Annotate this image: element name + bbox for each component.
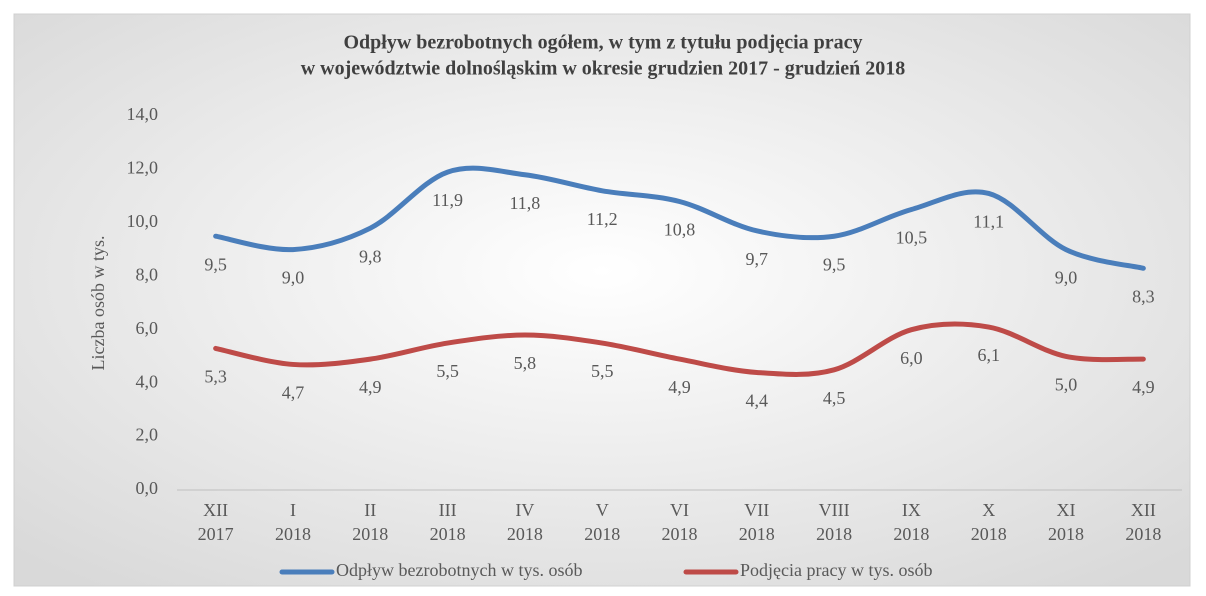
data-label: 10,5 [896, 228, 928, 248]
x-tick-label: 2018 [662, 524, 698, 544]
data-label: 4,9 [359, 377, 382, 397]
x-tick-label: V [596, 500, 609, 520]
y-tick-label: 8,0 [136, 264, 159, 284]
y-tick-label: 10,0 [127, 211, 159, 231]
data-label: 9,5 [204, 254, 227, 274]
data-label: 4,7 [282, 383, 305, 403]
data-label: 5,5 [436, 361, 459, 381]
data-label: 9,7 [746, 249, 769, 269]
x-tick-label: VII [744, 500, 769, 520]
y-tick-label: 12,0 [127, 158, 159, 178]
y-axis-label: Liczba osób w tys. [88, 236, 108, 371]
x-tick-label: 2018 [1125, 524, 1161, 544]
data-label: 6,1 [977, 345, 1000, 365]
x-tick-label: 2018 [430, 524, 466, 544]
y-tick-label: 0,0 [136, 478, 159, 498]
data-label: 4,5 [823, 388, 846, 408]
data-label: 6,0 [900, 348, 923, 368]
data-label: 5,8 [514, 353, 537, 373]
x-tick-label: 2018 [507, 524, 543, 544]
x-tick-label: 2018 [739, 524, 775, 544]
x-tick-label: 2018 [584, 524, 620, 544]
x-tick-label: VI [670, 500, 689, 520]
data-label: 5,3 [204, 367, 227, 387]
x-tick-label: X [982, 500, 995, 520]
data-label: 10,8 [664, 220, 696, 240]
chart-title: Odpływ bezrobotnych ogółem, w tym z tytu… [343, 32, 862, 54]
legend-label: Podjęcia pracy w tys. osób [740, 560, 932, 580]
data-label: 11,2 [587, 209, 618, 229]
x-tick-label: XII [203, 500, 228, 520]
data-label: 9,8 [359, 246, 382, 266]
x-tick-label: III [439, 500, 457, 520]
data-label: 11,1 [973, 212, 1004, 232]
data-label: 5,5 [591, 361, 614, 381]
data-label: 8,3 [1132, 286, 1155, 306]
data-label: 11,9 [432, 190, 463, 210]
x-tick-label: 2018 [275, 524, 311, 544]
chart-title: w województwie dolnośląskim w okresie gr… [301, 58, 906, 80]
data-label: 11,8 [509, 193, 540, 213]
data-label: 9,0 [1055, 268, 1078, 288]
x-tick-label: 2018 [816, 524, 852, 544]
y-tick-label: 4,0 [136, 371, 159, 391]
line-series [213, 165, 1146, 271]
chart-background [13, 13, 1191, 587]
data-label: 9,5 [823, 254, 846, 274]
x-tick-label: 2018 [893, 524, 929, 544]
x-tick-label: I [290, 500, 296, 520]
x-tick-label: 2018 [1048, 524, 1084, 544]
data-label: 5,0 [1055, 375, 1078, 395]
data-label: 4,9 [668, 377, 691, 397]
data-label: 4,4 [746, 391, 769, 411]
y-tick-label: 14,0 [127, 104, 159, 124]
x-tick-label: II [364, 500, 376, 520]
x-tick-label: XI [1057, 500, 1076, 520]
y-tick-label: 2,0 [136, 425, 159, 445]
x-tick-label: 2017 [198, 524, 234, 544]
line-series [213, 321, 1146, 377]
x-tick-label: XII [1131, 500, 1156, 520]
legend-label: Odpływ bezrobotnych w tys. osób [336, 560, 582, 580]
data-label: 4,9 [1132, 377, 1155, 397]
x-tick-label: IV [515, 500, 534, 520]
x-tick-label: VIII [819, 500, 850, 520]
data-label: 9,0 [282, 268, 305, 288]
x-tick-label: 2018 [352, 524, 388, 544]
x-tick-label: IX [902, 500, 921, 520]
x-tick-label: 2018 [971, 524, 1007, 544]
y-tick-label: 6,0 [136, 318, 159, 338]
